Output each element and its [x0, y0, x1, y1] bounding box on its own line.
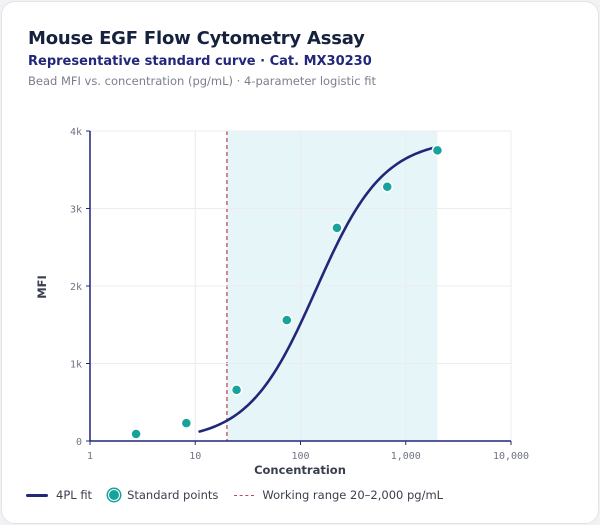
legend-points-label: Standard points — [127, 488, 219, 502]
y-tick-label: 4k — [70, 127, 82, 138]
standard-point — [130, 428, 142, 440]
y-tick-label: 0 — [76, 437, 82, 448]
x-tick-label: 100 — [291, 451, 309, 462]
standard-point — [281, 314, 293, 326]
standard-point — [381, 181, 393, 193]
standard-point — [230, 384, 243, 396]
legend-item-fit: 4PL fit — [26, 488, 92, 502]
x-tick-label: 1 — [87, 451, 93, 462]
point-layer — [130, 144, 444, 440]
fit-curve — [198, 145, 439, 433]
legend-item-points: Standard points — [108, 488, 218, 502]
chart-note: Bead MFI vs. concentration (pg/mL) · 4-p… — [28, 74, 376, 88]
legend-dot-swatch — [108, 489, 121, 501]
x-tick-label: 10 — [189, 451, 201, 462]
y-tick-label: 2k — [70, 282, 82, 293]
chart-legend: 4PL fit Standard points Working range 20… — [26, 488, 459, 502]
legend-line-swatch — [26, 493, 48, 497]
grid-layer — [90, 130, 512, 441]
x-tick-label: 10,000 — [493, 451, 529, 462]
y-tick-label: 3k — [70, 205, 82, 216]
standard-point — [180, 417, 193, 429]
chart-subtitle: Representative standard curve · Cat. MX3… — [28, 54, 372, 69]
standard-point — [431, 144, 444, 157]
x-axis-title: Concentration — [254, 463, 346, 477]
legend-item-range: Working range 20–2,000 pg/mL — [234, 488, 443, 502]
x-tick-label: 1,000 — [391, 451, 421, 462]
legend-range-label: Working range 20–2,000 pg/mL — [262, 488, 444, 502]
legend-fit-label: 4PL fit — [56, 488, 93, 502]
y-axis-title: MFI — [35, 275, 49, 299]
curve-layer — [198, 145, 439, 433]
standard-point — [331, 222, 343, 234]
legend-dash-swatch — [234, 494, 255, 496]
chart-title: Mouse EGF Flow Cytometry Assay — [28, 28, 365, 49]
y-tick-label: 1k — [70, 360, 82, 371]
axis-layer: 0 1k 2k 3k 4k 1 10 100 1,000 10,000 — [70, 127, 529, 462]
